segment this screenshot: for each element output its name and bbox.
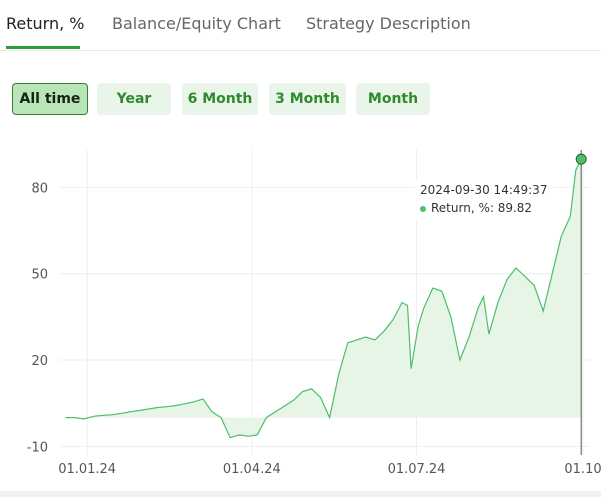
- tab-strategy-description[interactable]: Strategy Description: [306, 14, 471, 33]
- filter-3-month-button[interactable]: 3 Month: [269, 83, 346, 115]
- tooltip-value: Return, %: 89.82: [431, 201, 533, 215]
- filter-6-month-button[interactable]: 6 Month: [182, 83, 258, 115]
- x-tick-label: 01.04.24: [223, 462, 281, 477]
- y-tick-label: -10: [27, 440, 48, 455]
- x-tick-label: 01.10: [564, 462, 601, 477]
- x-tick-label: 01.07.24: [388, 462, 446, 477]
- chart-tooltip: 2024-09-30 14:49:37 Return, %: 89.82: [414, 179, 554, 219]
- filter-month-button[interactable]: Month: [356, 83, 430, 115]
- filter-all-time-button[interactable]: All time: [12, 83, 88, 115]
- return-area: [65, 159, 582, 438]
- tab-bar: Return, % Balance/Equity Chart Strategy …: [0, 0, 601, 51]
- tooltip-date: 2024-09-30 14:49:37: [420, 183, 548, 197]
- active-tab-indicator: [6, 46, 80, 49]
- filter-year-button[interactable]: Year: [97, 83, 171, 115]
- hover-point-marker: [575, 153, 587, 165]
- x-tick-label: 01.01.24: [58, 462, 116, 477]
- return-line: [65, 158, 582, 439]
- y-tick-label: 50: [31, 268, 48, 283]
- y-tick-label: 80: [31, 181, 48, 196]
- footer-strip: [0, 491, 601, 497]
- tab-balance-equity-chart[interactable]: Balance/Equity Chart: [112, 14, 281, 33]
- y-tick-label: 20: [31, 354, 48, 369]
- series-dot-icon: [420, 205, 426, 212]
- tab-return[interactable]: Return, %: [6, 14, 85, 33]
